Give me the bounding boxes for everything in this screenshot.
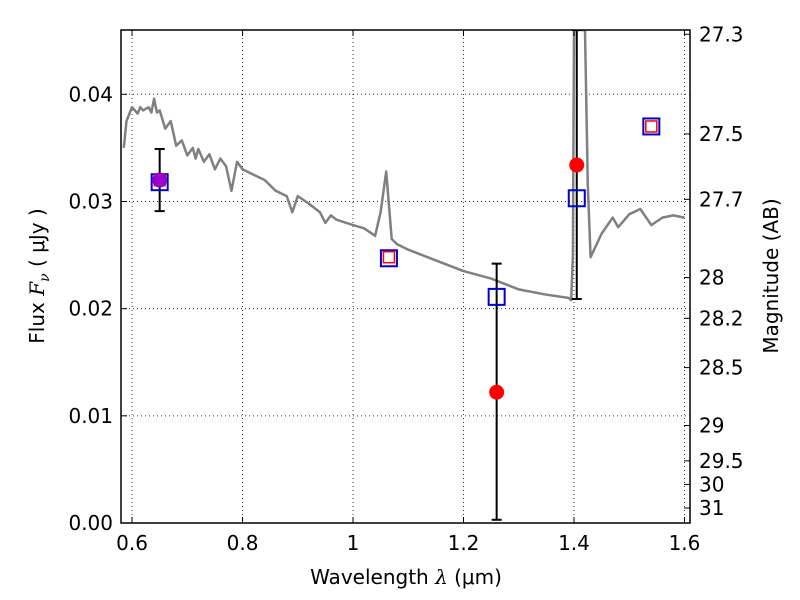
model-band-square [379,249,398,268]
observed-point [569,157,585,173]
model-band-square [567,189,586,208]
observed-point [489,384,505,400]
observed-point [382,250,396,264]
x-tick-label: 0.8 [227,531,259,555]
x-tick-label: 1 [347,531,360,555]
plot-frame [120,29,691,524]
y2-axis-title: Magnitude (AB) [759,198,783,353]
grid-lines [121,30,690,524]
x-axis-title: Wavelength λ (μm) [310,565,502,589]
y2-tick-label: 28 [699,266,724,290]
y-tick-label: 0.02 [68,297,113,321]
y-tick-labels: 0.00 0.01 0.02 0.03 0.04 [68,82,113,535]
y2-tick-label: 28.5 [699,356,744,380]
model-band-square [487,287,506,306]
y2-tick-label: 31 [699,496,724,520]
y2-tick-label: 29 [699,413,724,437]
observed-point-overlap [152,172,168,188]
x-tick-label: 1.6 [669,531,701,555]
x-tick-label: 1.4 [558,531,590,555]
y2-tick-label: 28.2 [699,306,744,330]
observed-points [152,120,658,400]
y2-tick-label: 27.5 [699,122,744,146]
y2-tick-label: 27.7 [699,187,744,211]
y-axis-title: Flux Fν ( μJy ) [25,208,53,343]
model-band-square [642,117,661,136]
y2-tick-label: 30 [699,472,724,496]
x-tick-label: 1.2 [448,531,480,555]
y2-tick-label: 29.5 [699,449,744,473]
observed-point [645,120,658,133]
y-tick-label: 0.04 [68,82,113,106]
y-tick-label: 0.03 [68,189,113,213]
model-spectrum-line [122,30,685,302]
x-tick-labels: 0.6 0.8 1 1.2 1.4 1.6 [116,531,700,555]
y-tick-label: 0.01 [68,404,113,428]
x-tick-label: 0.6 [116,531,148,555]
model-spectrum-layer [122,30,685,302]
y2-tick-label: 27.3 [699,22,744,46]
y-tick-label: 0.00 [68,511,113,535]
tick-marks [121,30,690,524]
model-band-squares [150,117,661,306]
error-bars-layer [154,30,582,521]
